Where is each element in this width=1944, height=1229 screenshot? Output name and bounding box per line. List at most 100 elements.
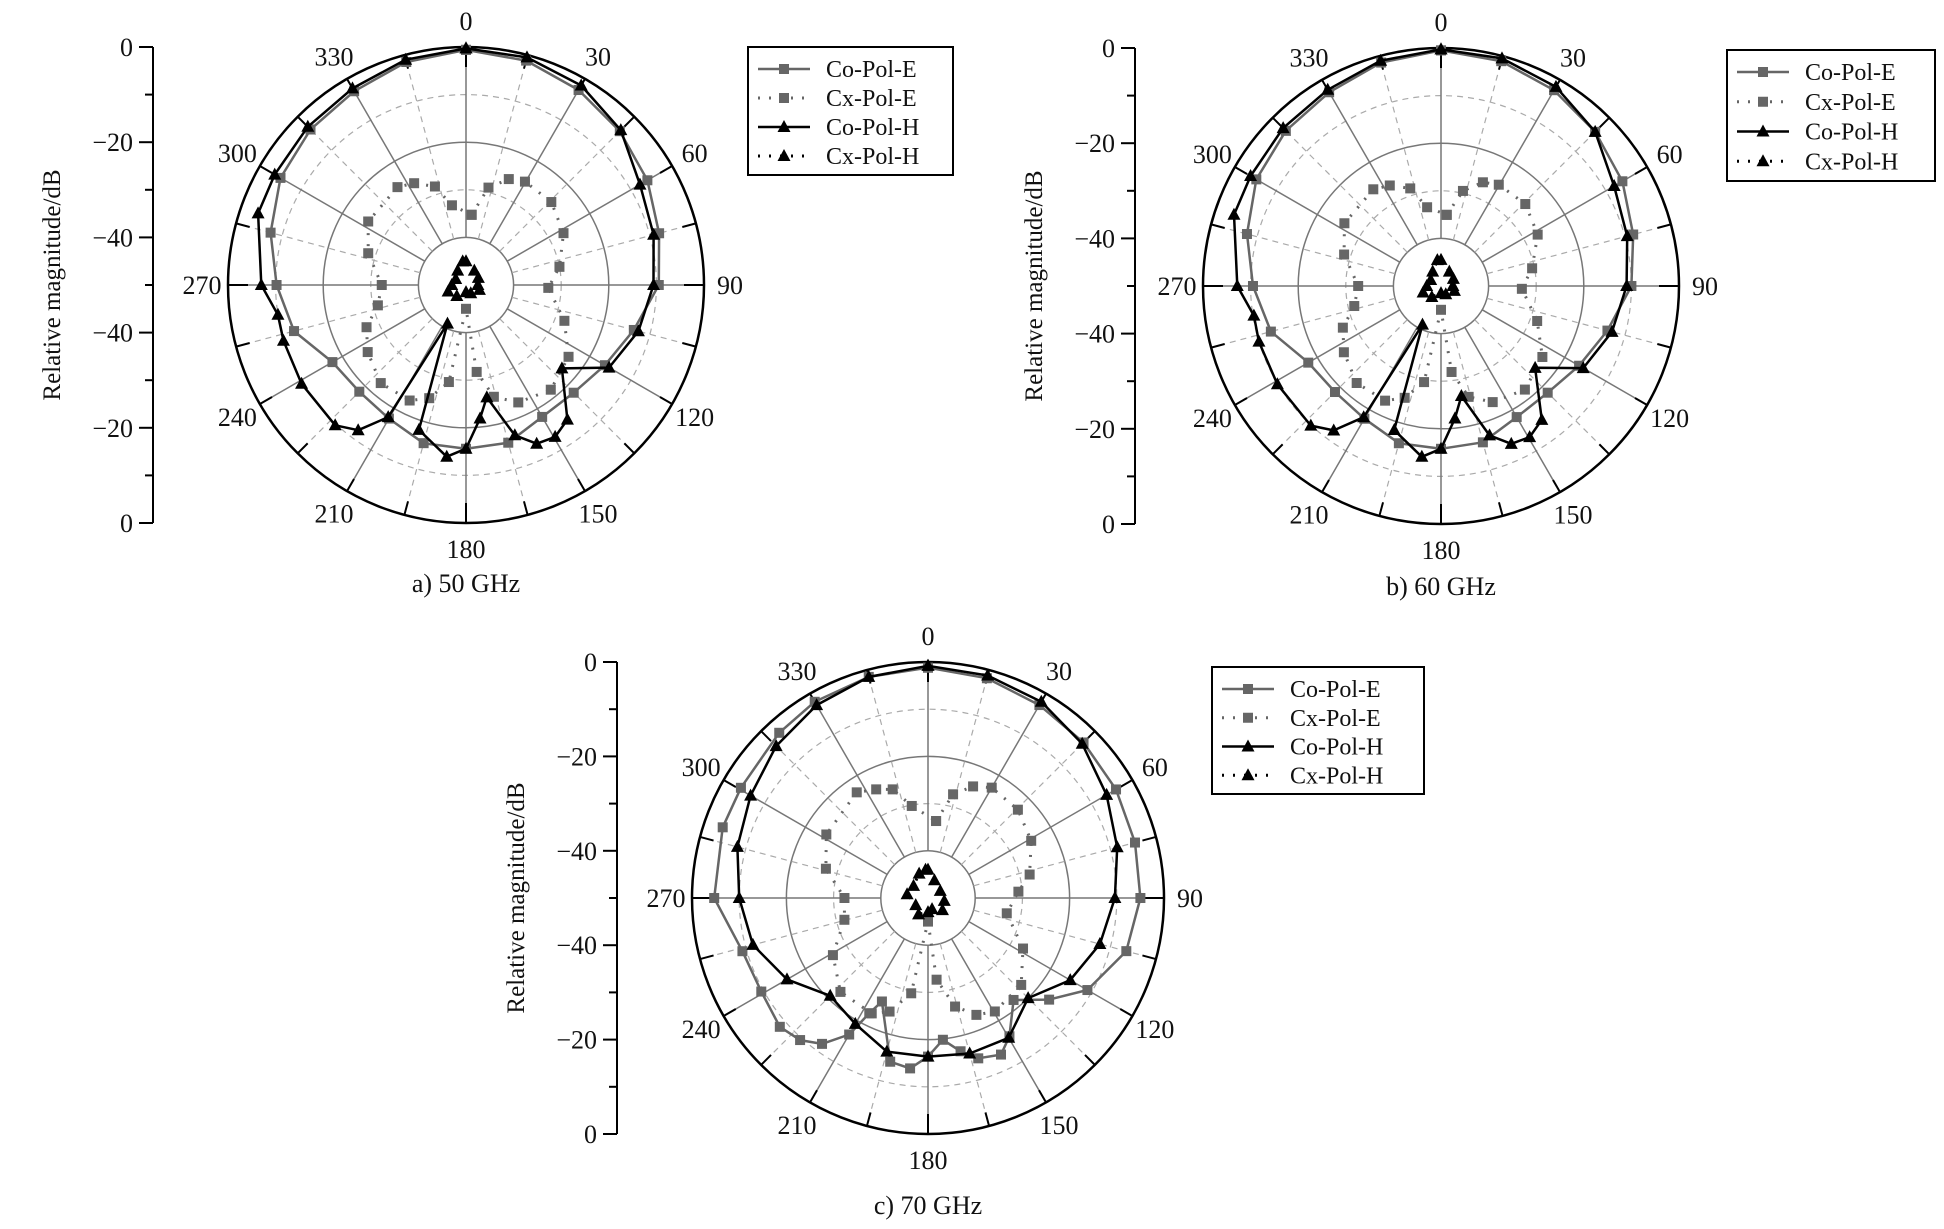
- data-point: [931, 974, 942, 985]
- data-point: [647, 278, 661, 290]
- data-point: [1523, 430, 1537, 443]
- data-point: [810, 698, 824, 711]
- data-point: [404, 395, 415, 406]
- theta-tick-label: 30: [1560, 43, 1586, 72]
- data-point: [1532, 316, 1543, 327]
- data-point: [520, 50, 534, 63]
- data-point: [795, 1035, 806, 1046]
- series-cx-pol-e: [820, 781, 1037, 1020]
- theta-tick: [1119, 779, 1133, 788]
- data-point: [1227, 207, 1241, 220]
- data-point: [884, 1006, 895, 1017]
- radial-tick-label: −20: [556, 1026, 597, 1055]
- grid-spoke: [1464, 79, 1561, 246]
- legend-marker: [777, 120, 791, 132]
- data-point: [628, 324, 639, 335]
- data-point: [1495, 51, 1509, 64]
- data-point: [503, 174, 514, 185]
- data-point: [774, 727, 785, 738]
- legend-label: Co-Pol-E: [1290, 677, 1381, 703]
- data-point: [1477, 437, 1488, 448]
- data-point: [459, 41, 473, 54]
- data-point: [876, 996, 887, 1007]
- grid-spoke-dashed: [403, 330, 455, 516]
- theta-tick: [1210, 343, 1225, 349]
- theta-tick-label: 240: [682, 1015, 721, 1044]
- theta-tick-label: 150: [579, 500, 618, 529]
- theta-tick-label: 30: [585, 42, 611, 71]
- data-point: [1026, 835, 1037, 846]
- theta-tick-label: 330: [778, 657, 817, 686]
- grid-spoke: [1234, 309, 1401, 406]
- grid-spoke-dashed: [939, 669, 990, 853]
- data-point: [1351, 377, 1362, 388]
- theta-tick: [1598, 117, 1610, 129]
- data-point: [1337, 322, 1348, 333]
- data-point: [1574, 360, 1585, 371]
- theta-tick-label: 240: [218, 403, 257, 432]
- data-point: [1303, 357, 1314, 368]
- theta-tick-label: 90: [717, 271, 743, 300]
- data-point: [275, 172, 286, 183]
- data-point: [1447, 283, 1461, 296]
- data-point: [968, 781, 979, 792]
- data-point: [905, 1063, 916, 1074]
- radial-tick-label: −20: [1074, 129, 1115, 158]
- theta-tick: [984, 1112, 991, 1127]
- data-point: [1483, 428, 1497, 441]
- theta-tick-label: 270: [647, 884, 686, 913]
- data-point: [1527, 263, 1538, 274]
- data-point: [559, 315, 570, 326]
- grid-spoke-dashed: [960, 730, 1096, 866]
- data-point: [399, 52, 413, 65]
- data-point: [1244, 169, 1258, 182]
- data-point: [912, 866, 926, 879]
- legend-marker: [1758, 96, 1768, 107]
- theta-tick: [1634, 166, 1648, 175]
- data-point: [1001, 908, 1012, 919]
- data-point: [1013, 886, 1024, 897]
- theta-tick: [403, 501, 409, 516]
- chart-caption: b) 60 GHz: [1386, 572, 1496, 601]
- theta-tick: [1038, 1089, 1047, 1103]
- data-point: [545, 384, 556, 395]
- data-point: [642, 175, 653, 186]
- data-point: [909, 898, 923, 911]
- radial-tick-label: −20: [556, 742, 597, 771]
- data-point: [361, 322, 372, 333]
- data-point: [1012, 804, 1023, 815]
- data-point: [548, 429, 562, 442]
- grid-spoke: [346, 78, 443, 245]
- legend-marker: [1243, 712, 1253, 723]
- data-point: [931, 816, 942, 827]
- data-point: [409, 178, 420, 189]
- data-point: [963, 1046, 977, 1059]
- radial-tick-label: −40: [556, 931, 597, 960]
- theta-tick-label: 240: [1193, 404, 1232, 433]
- data-point: [937, 893, 951, 906]
- radial-tick-label: 0: [584, 648, 597, 677]
- grid-spoke-dashed: [1474, 117, 1610, 253]
- data-point: [450, 288, 464, 301]
- data-point: [862, 669, 876, 682]
- theta-tick: [1657, 343, 1672, 349]
- data-point: [418, 438, 429, 449]
- data-point: [1230, 279, 1244, 291]
- legend-label: Cx-Pol-H: [1805, 149, 1898, 175]
- grid-spoke-dashed: [960, 930, 1096, 1066]
- data-point: [1532, 229, 1543, 240]
- theta-tick: [659, 165, 673, 174]
- data-point: [563, 351, 574, 362]
- radial-tick-label: 0: [120, 509, 133, 538]
- theta-tick-label: 210: [778, 1111, 817, 1140]
- data-point: [827, 950, 838, 961]
- data-point: [429, 181, 440, 192]
- series-line: [1232, 48, 1629, 459]
- theta-tick-label: 60: [1142, 753, 1168, 782]
- data-point: [1357, 410, 1371, 423]
- theta-tick: [1321, 479, 1330, 493]
- data-point: [363, 216, 374, 227]
- theta-tick: [1119, 1008, 1133, 1017]
- grid-spoke: [259, 308, 426, 405]
